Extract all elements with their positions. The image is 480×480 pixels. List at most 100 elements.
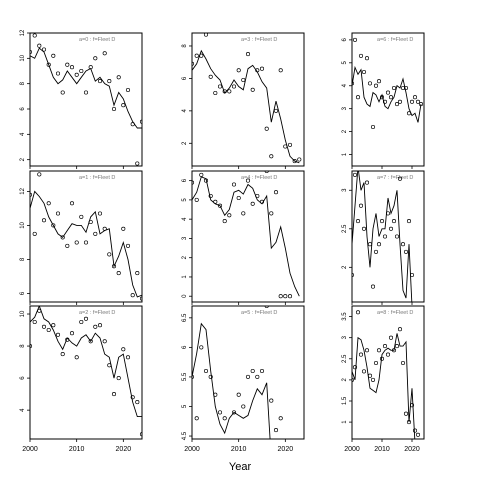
observed-point [194,53,199,58]
x-tick-label: 2020 [404,446,420,453]
observed-point [83,90,89,95]
observed-point [203,178,209,183]
x-axis-label: Year [229,461,252,473]
y-tick-label: 6 [20,107,26,111]
observed-point [269,398,274,403]
observed-point [111,392,117,397]
y-tick-label: 3 [342,106,348,110]
fitted-line [192,176,300,297]
panel-frame [191,170,305,303]
y-tick-label: 2 [20,157,26,161]
y-tick-label: 0 [182,294,188,298]
observed-point [250,87,255,92]
observed-point [364,180,370,185]
observed-point [283,294,288,299]
observed-point [241,404,246,409]
observed-point [74,240,79,245]
panel-title: a=5 : f=Fleet D [241,310,277,316]
observed-point [93,231,98,236]
y-tick-label: 10 [20,310,26,317]
fitted-line [352,65,422,123]
observed-point [391,85,397,91]
observed-point [46,62,51,67]
observed-point [379,219,385,224]
observed-point [236,392,241,397]
observed-point [139,432,142,437]
y-tick-label: 1 [342,420,348,424]
observed-point [60,90,65,95]
observed-point [60,235,65,240]
observed-point [370,284,376,289]
observed-point [199,172,204,177]
x-tick-label: 2010 [374,446,390,453]
observed-point [192,180,195,185]
observed-point [41,324,47,329]
y-tick-label: 12 [20,29,26,36]
x-tick-label: 2000 [22,446,38,453]
observed-point [255,193,260,199]
observed-point [102,226,107,231]
y-tick-label: 3 [182,236,188,240]
y-tick-label: 6 [20,376,26,380]
y-tick-label: 4 [182,109,188,113]
observed-point [217,410,223,415]
panel-frame [191,32,305,167]
observed-point [41,218,47,223]
observed-point [116,75,121,80]
observed-point [367,373,373,378]
observed-point [385,211,391,216]
y-tick-label: 1 [342,152,348,156]
observed-point [352,272,355,278]
observed-point [217,84,223,89]
panel: a=1 : f=Fleet D 6 8 10 12 [20,170,143,305]
panel: a=2 : f=Fleet D 4 6 8 10 2000 2010 2020 [20,305,143,453]
panel-title: a=4 : f=Fleet D [241,175,277,181]
y-tick-label: 6 [182,345,188,349]
observed-point [65,337,70,342]
observed-point [135,271,140,276]
observed-point [208,193,213,199]
x-tick-label: 2010 [69,446,85,453]
observed-point [51,223,56,228]
observed-point [208,374,213,379]
observed-point [194,197,199,202]
observed-point [116,376,121,381]
observed-point [97,79,103,84]
observed-point [355,310,361,315]
observed-point [391,348,397,353]
y-tick-label: 2.5 [342,224,348,233]
observed-point [388,335,394,340]
y-tick-label: 2 [342,265,348,269]
y-tick-label: 6 [182,76,188,80]
observed-point [74,355,79,360]
fitted-line [352,171,413,302]
observed-point [358,53,364,58]
observed-point [278,294,283,299]
y-tick-label: 12 [20,187,26,194]
observed-point [292,159,297,164]
panel-frame [29,32,143,167]
observed-point [385,90,391,95]
observed-point [55,71,61,76]
observed-point [203,368,209,374]
observed-point [121,226,126,231]
observed-point [394,344,400,349]
observed-point [418,102,424,107]
observed-point [409,403,415,408]
panel: a=4 : f=Fleet D 0 1 2 3 4 5 6 [182,170,305,305]
fitted-line [30,306,142,418]
y-tick-label: 4 [20,408,26,412]
panel-title: a=3 : f=Fleet D [241,37,277,43]
observed-point [412,428,418,433]
observed-point [376,242,382,247]
y-tick-label: 5.5 [182,372,188,381]
y-tick-label: 5 [182,404,188,408]
observed-point [415,99,421,104]
observed-point [65,243,70,248]
y-tick-label: 2 [182,141,188,145]
observed-point [30,192,33,197]
observed-point [125,87,131,93]
observed-point [83,316,89,321]
x-tick-label: 2010 [231,446,247,453]
